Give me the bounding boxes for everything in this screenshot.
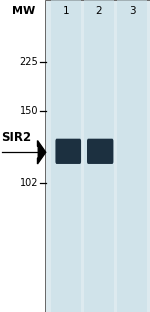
Text: MW: MW [12,6,36,16]
Text: 102: 102 [20,178,38,188]
Text: SIR2: SIR2 [2,131,32,144]
Text: 3: 3 [129,6,135,16]
Bar [84,0,114,312]
FancyBboxPatch shape [87,139,113,164]
Bar [117,0,147,312]
Text: 150: 150 [20,106,38,116]
FancyBboxPatch shape [56,139,81,164]
Bar [45,0,150,312]
Text: 2: 2 [96,6,102,16]
Text: 1: 1 [63,6,69,16]
Text: 225: 225 [20,57,38,67]
Bar [51,0,81,312]
FancyArrow shape [38,140,46,164]
